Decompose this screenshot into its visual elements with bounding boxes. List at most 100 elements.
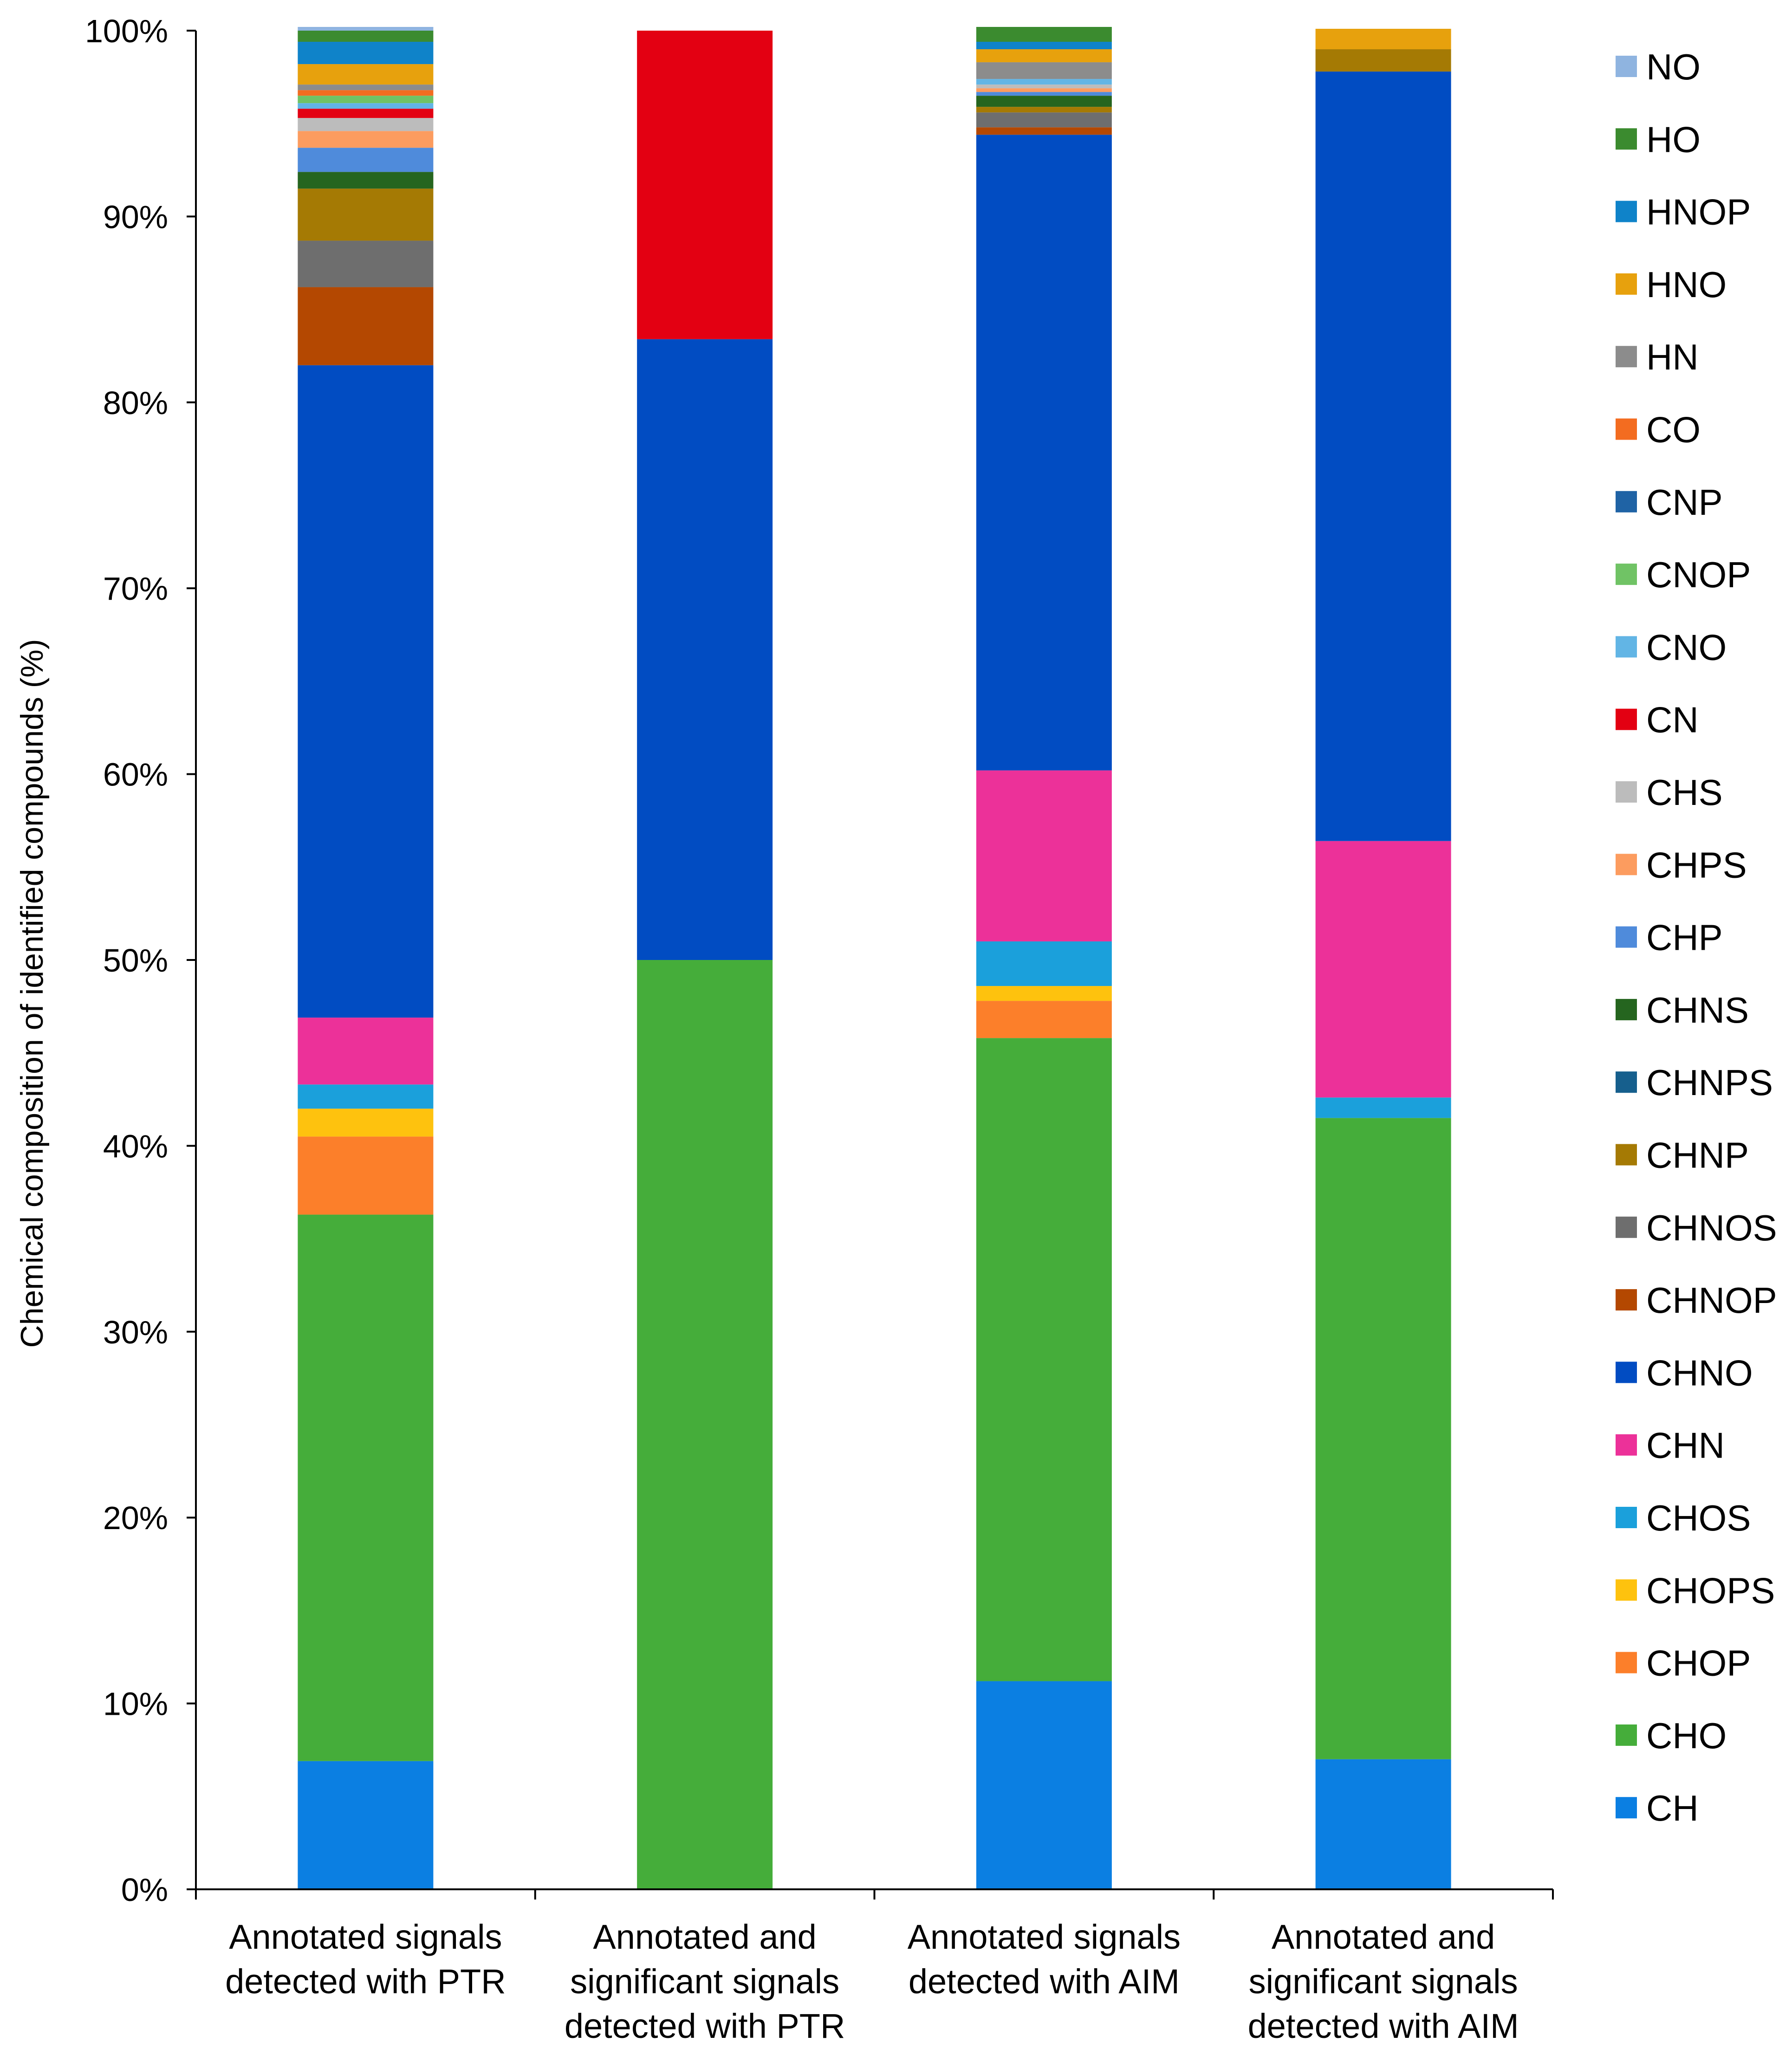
bar-segment-chnos-cat-3 [976,112,1112,128]
y-tick-label: 90% [103,199,168,235]
bar-segment-ho-cat-3 [976,26,1112,42]
bar-segment-chos-cat-4 [1315,1097,1451,1118]
legend-swatch [1616,1362,1637,1383]
bar-segment-cho-cat-3 [976,1038,1112,1681]
bar-segment-chno-cat-1 [298,365,434,1018]
legend-item-chnps: CHNPS [1616,1062,1773,1103]
legend-swatch [1616,491,1637,512]
legend-item-no: NO [1616,46,1701,87]
bar-segment-chp-cat-1 [298,148,434,172]
bar-segment-cn-cat-2 [637,31,773,339]
legend-label: CHOP [1646,1643,1751,1684]
legend-label: CHOPS [1646,1570,1775,1611]
bar-segment-cho-cat-4 [1315,1118,1451,1759]
legend-item-cnop: CNOP [1616,554,1751,595]
y-tick-label: 80% [103,385,168,421]
bar-segment-cno-cat-3 [976,79,1112,85]
legend-item-cn: CN [1616,700,1699,740]
legend-item-chop: CHOP [1616,1643,1751,1684]
legend-label: CNOP [1646,554,1751,595]
bar-segment-co-cat-1 [298,90,434,96]
y-tick-label: 60% [103,757,168,793]
bar-segment-ch-cat-1 [298,1761,434,1889]
bar-segment-hno-cat-3 [976,49,1112,63]
bar-segment-ho-cat-1 [298,31,434,42]
y-tick-label: 0% [121,1872,168,1908]
y-tick-label: 50% [103,942,168,979]
legend-swatch [1616,1797,1637,1819]
legend-swatch [1616,708,1637,730]
y-tick-label: 30% [103,1314,168,1350]
bar-segment-hn-cat-1 [298,84,434,91]
legend-swatch [1616,854,1637,875]
bar-segment-ch-cat-4 [1315,1759,1451,1889]
legend-item-chs: CHS [1616,772,1723,813]
legend-label: CHS [1646,772,1723,813]
legend-item-hnop: HNOP [1616,192,1751,233]
bar-segment-hn-cat-3 [976,62,1112,79]
legend-item-chnos: CHNOS [1616,1207,1777,1248]
bar-segment-chnop-cat-3 [976,127,1112,135]
bar-segment-cho-cat-2 [637,960,773,1889]
legend-swatch [1616,781,1637,803]
legend-label: CHNOS [1646,1207,1777,1248]
legend-label: HO [1646,119,1701,160]
legend-swatch [1616,1434,1637,1456]
plot-area: 0% 10% 20% 30% 40% 50% 60% 70% 80% 90% 100% Annota… [85,13,1554,2045]
bar-segment-chno-cat-4 [1315,71,1451,841]
y-tick-label: 20% [103,1500,168,1536]
bar-segment-chno-cat-3 [976,135,1112,771]
legend-item-ch: CH [1616,1788,1699,1829]
legend-swatch [1616,1652,1637,1673]
bar-segment-cnop-cat-1 [298,96,434,104]
legend-item-chn: CHN [1616,1425,1725,1466]
legend-label: CHP [1646,917,1723,958]
x-category-label: Annotated signals [229,1918,502,1956]
y-tick-label: 100% [85,13,168,49]
bar-segment-chn-cat-1 [298,1018,434,1085]
legend-swatch [1616,273,1637,295]
legend-item-chops: CHOPS [1616,1570,1775,1611]
bar-segment-chno-cat-2 [637,339,773,960]
legend-swatch [1616,128,1637,150]
legend-swatch [1616,201,1637,222]
legend-swatch [1616,1724,1637,1746]
legend-swatch [1616,1507,1637,1528]
x-category-label: detected with AIM [909,1962,1180,2001]
bar-segment-chnp-cat-1 [298,188,434,241]
legend-swatch [1616,1216,1637,1238]
legend-swatch [1616,564,1637,585]
legend-item-ho: HO [1616,119,1701,160]
y-tick-label: 40% [103,1128,168,1164]
bar-segment-chos-cat-1 [298,1084,434,1109]
bar-segment-chnp-cat-3 [976,107,1112,113]
legend-label: CHNP [1646,1135,1749,1176]
legend-item-chns: CHNS [1616,990,1749,1031]
legend-item-chnop: CHNOP [1616,1280,1777,1321]
x-category-label: significant signals [1249,1962,1518,2001]
legend-label: HNOP [1646,192,1751,233]
y-axis: 0% 10% 20% 30% 40% 50% 60% 70% 80% 90% 100% [85,13,197,1908]
legend-swatch [1616,56,1637,77]
legend-label: CHNOP [1646,1280,1777,1321]
legend-swatch [1616,1144,1637,1166]
x-axis: Annotated signals detected with PTR Annota… [195,1888,1554,2045]
legend-item-chp: CHP [1616,917,1723,958]
x-category-label: significant signals [570,1962,839,2001]
x-category-label: detected with AIM [1248,2007,1519,2045]
legend-label: HNO [1646,264,1727,305]
bar-segment-chp-cat-3 [976,92,1112,96]
legend-item-chos: CHOS [1616,1498,1751,1538]
y-tick-label: 70% [103,571,168,607]
legend-item-hn: HN [1616,337,1699,377]
legend-label: CHNO [1646,1352,1753,1393]
bar-segment-chps-cat-1 [298,131,434,148]
legend-item-chps: CHPS [1616,844,1747,885]
bar-segment-hno-cat-4 [1315,29,1451,50]
bar-segment-chos-cat-3 [976,941,1112,986]
legend-item-chno: CHNO [1616,1352,1753,1393]
legend-label: HN [1646,337,1699,377]
legend-item-hno: HNO [1616,264,1727,305]
legend-label: CHOS [1646,1498,1751,1538]
